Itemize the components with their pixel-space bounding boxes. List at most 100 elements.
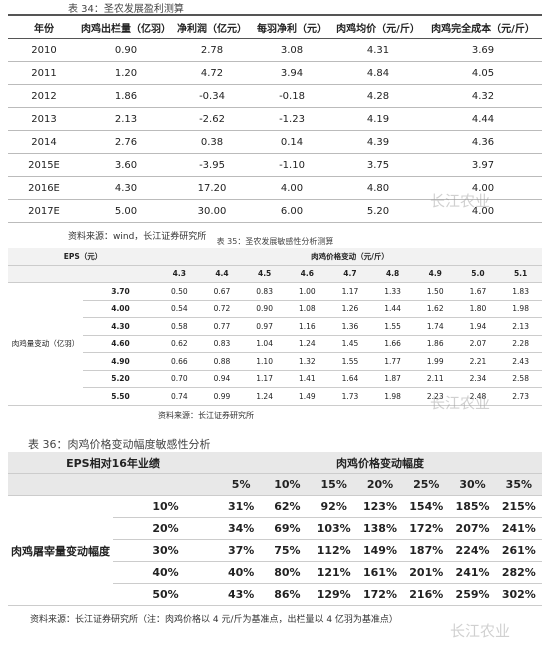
table-cell: 121%	[310, 561, 357, 584]
table-cell: 20%	[356, 473, 404, 496]
table-cell: 4.84	[332, 61, 424, 85]
table-cell: 62%	[264, 495, 311, 518]
table-cell: 261%	[495, 539, 542, 562]
table-cell: 0.99	[200, 387, 244, 406]
table-cell: 4.00	[83, 300, 158, 318]
table-cell: 1.20	[80, 61, 172, 85]
table-cell: 肉鸡价格变动幅度	[218, 452, 542, 474]
table-cell: 肉鸡价格变动（元/斤）	[158, 248, 542, 266]
table-cell: 2.13	[80, 107, 172, 131]
table-cell: 0.90	[80, 38, 172, 62]
table-cell: 103%	[310, 517, 357, 540]
table-cell: 0.83	[243, 282, 286, 301]
table-title: 表 35：圣农发展敏感性分析测算	[216, 237, 334, 246]
table-cell: 肉鸡均价（元/斤）	[332, 14, 424, 39]
table-cell: 1.17	[328, 282, 372, 301]
table-cell: 129%	[310, 583, 357, 606]
table-row: 2011 1.20 4.72 3.94 4.84 4.05	[8, 61, 542, 85]
table-cell: 2013	[8, 107, 80, 131]
table-row: 4.60 0.62 0.83 1.04 1.24 1.45 1.66 1.86 2.07 2.28	[8, 335, 542, 353]
table-cell: 25%	[403, 473, 450, 496]
table-cell: 2015E	[8, 153, 80, 177]
table-cell: 216%	[403, 583, 450, 606]
table-cell: 4.60	[83, 335, 158, 353]
table-cell: 1.83	[499, 282, 542, 301]
table-cell: 172%	[403, 517, 450, 540]
table-cell: 3.08	[252, 38, 332, 62]
table-cell: 20%	[113, 517, 218, 540]
table-cell: 5.20	[332, 199, 424, 223]
table-cell: 1.32	[285, 352, 329, 371]
table-cell: 1.98	[499, 300, 542, 318]
table-cell: 0.66	[158, 352, 201, 371]
table-cell: 1.04	[243, 335, 286, 353]
table-cell: 0.74	[158, 387, 201, 406]
table-cell: 1.00	[285, 282, 329, 301]
table: EPS（元） 肉鸡价格变动（元/斤） 4.3 4.4 4.5 4.6 4.7 4.8 4.9 5.…	[8, 248, 542, 406]
table-cell: 86%	[264, 583, 311, 606]
table: 年份 肉鸡出栏量（亿羽） 净利润（亿元） 每羽净利（元） 肉鸡均价（元/斤） 肉鸡完全成本…	[8, 14, 542, 223]
table-cell: 4.30	[83, 317, 158, 336]
table-cell: 1.55	[371, 317, 414, 336]
table-cell: 肉鸡屠宰量变动幅度	[8, 495, 113, 606]
table-cell: 112%	[310, 539, 357, 562]
table-cell: 4.00	[424, 199, 542, 223]
table-cell: 0.88	[200, 352, 244, 371]
table-cell: EPS（元）	[8, 248, 158, 266]
table-cell: 肉鸡出栏量（亿羽）	[80, 14, 172, 39]
table-cell: 40%	[113, 561, 218, 584]
table-cell: 30%	[449, 473, 496, 496]
table-cell: 5.50	[83, 387, 158, 406]
table-cell: 259%	[449, 583, 496, 606]
table-row: 2014 2.76 0.38 0.14 4.39 4.36	[8, 130, 542, 154]
table-cell: 1.67	[456, 282, 500, 301]
table-cell: 30%	[113, 539, 218, 562]
table-cell: 5.0	[456, 265, 500, 283]
watermark: 长江农业	[430, 394, 491, 412]
table-cell: 1.36	[328, 317, 372, 336]
table-cell: 4.39	[332, 130, 424, 154]
table-cell: 0.83	[200, 335, 244, 353]
table-row: 2010 0.90 2.78 3.08 4.31 3.69	[8, 38, 542, 62]
table-cell: 37%	[218, 539, 265, 562]
table-cell: 2017E	[8, 199, 80, 223]
table-cell: 0.58	[158, 317, 201, 336]
table-cell: 4.3	[158, 265, 201, 283]
table-cell: 185%	[449, 495, 496, 518]
table-cell: 0.77	[200, 317, 244, 336]
table-row: EPS相对16年业绩 肉鸡价格变动幅度	[8, 452, 542, 474]
table-cell: 1.10	[243, 352, 286, 371]
watermark: 长江农业	[430, 192, 491, 210]
table-cell: 302%	[495, 583, 542, 606]
table-cell: -0.34	[172, 84, 252, 108]
table-cell: 2014	[8, 130, 80, 154]
table-cell: 4.32	[424, 84, 542, 108]
table-cell: 1.77	[371, 352, 414, 371]
table-cell: 154%	[403, 495, 450, 518]
table-cell: 1.87	[371, 370, 414, 388]
table-cell: EPS相对16年业绩	[8, 452, 218, 474]
table-cell: 1.74	[413, 317, 457, 336]
table-cell: -3.95	[172, 153, 252, 177]
table-cell: 241%	[449, 561, 496, 584]
table-row: 2015E 3.60 -3.95 -1.10 3.75 3.97	[8, 153, 542, 177]
table-cell: 224%	[449, 539, 496, 562]
table-cell: 4.5	[243, 265, 286, 283]
table-cell	[113, 473, 218, 496]
table-cell: 3.75	[332, 153, 424, 177]
table-cell: 4.72	[172, 61, 252, 85]
table-cell	[8, 473, 113, 496]
table-row: 4.00 0.54 0.72 0.90 1.08 1.26 1.44 1.62 1.80 1.98	[8, 300, 542, 318]
table-cell: 1.26	[328, 300, 372, 318]
table-cell: 215%	[495, 495, 542, 518]
table-cell: 2.07	[456, 335, 500, 353]
table-cell: 0.38	[172, 130, 252, 154]
table-cell: 5.00	[80, 199, 172, 223]
table-row: 40% 40% 80% 121% 161% 201% 241% 282%	[8, 561, 542, 584]
table-cell: 0.90	[243, 300, 286, 318]
table-row: 5% 10% 15% 20% 25% 30% 35%	[8, 473, 542, 496]
table-cell: 4.9	[413, 265, 457, 283]
table-cell: 肉鸡量变动（亿羽）	[8, 282, 83, 406]
table-cell: 3.69	[424, 38, 542, 62]
table-cell	[8, 265, 83, 283]
